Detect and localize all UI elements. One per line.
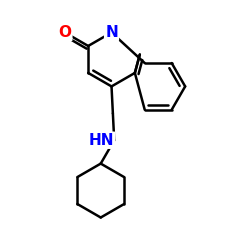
Text: O: O (58, 25, 71, 40)
Text: N: N (105, 25, 118, 40)
Text: HN: HN (89, 133, 114, 148)
